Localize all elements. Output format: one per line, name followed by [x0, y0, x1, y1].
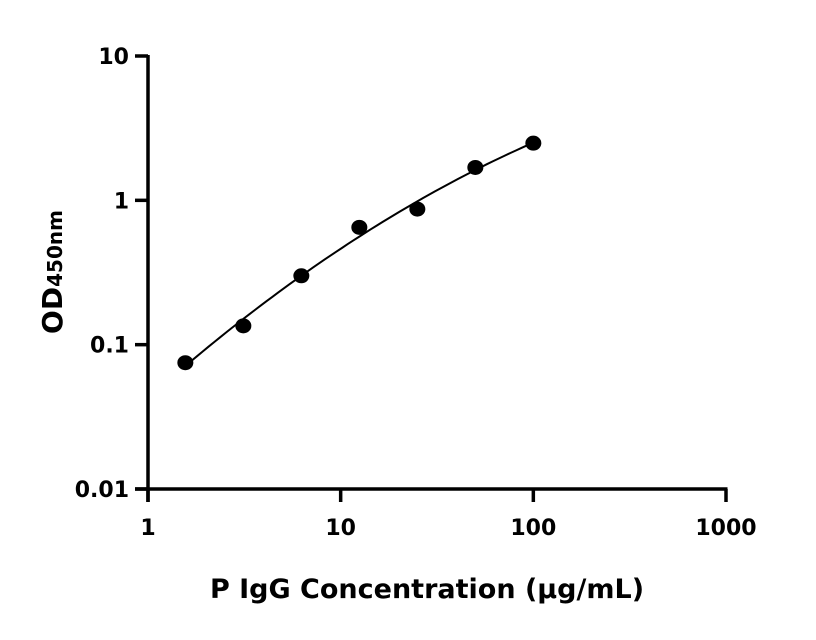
- data-point: [177, 355, 194, 371]
- y-tick-label: 10: [98, 45, 129, 70]
- data-points: [177, 135, 542, 371]
- data-point: [351, 219, 368, 235]
- fit-curve: [184, 141, 534, 367]
- x-tick-label: 10: [325, 516, 356, 541]
- x-tick-label: 100: [510, 516, 556, 541]
- data-point: [525, 135, 542, 151]
- tick-labels: 1 10 100 1000 0.01 0.1 1 10: [75, 45, 757, 541]
- axes: [135, 54, 728, 502]
- y-axis-label-sub: 450nm: [43, 210, 67, 287]
- data-point: [235, 318, 252, 334]
- x-axis-label: P IgG Concentration (μg/mL): [210, 574, 644, 605]
- x-tick-label: 1: [140, 516, 155, 541]
- y-tick-label: 0.01: [75, 478, 129, 503]
- x-tick-label: 1000: [695, 516, 756, 541]
- data-point: [409, 201, 426, 217]
- y-axis-label: OD450nm: [36, 210, 69, 334]
- data-point: [467, 159, 484, 175]
- data-point: [293, 268, 310, 284]
- y-tick-label: 0.1: [90, 334, 129, 359]
- y-axis-label-main: OD: [36, 287, 69, 334]
- y-tick-label: 1: [114, 189, 129, 214]
